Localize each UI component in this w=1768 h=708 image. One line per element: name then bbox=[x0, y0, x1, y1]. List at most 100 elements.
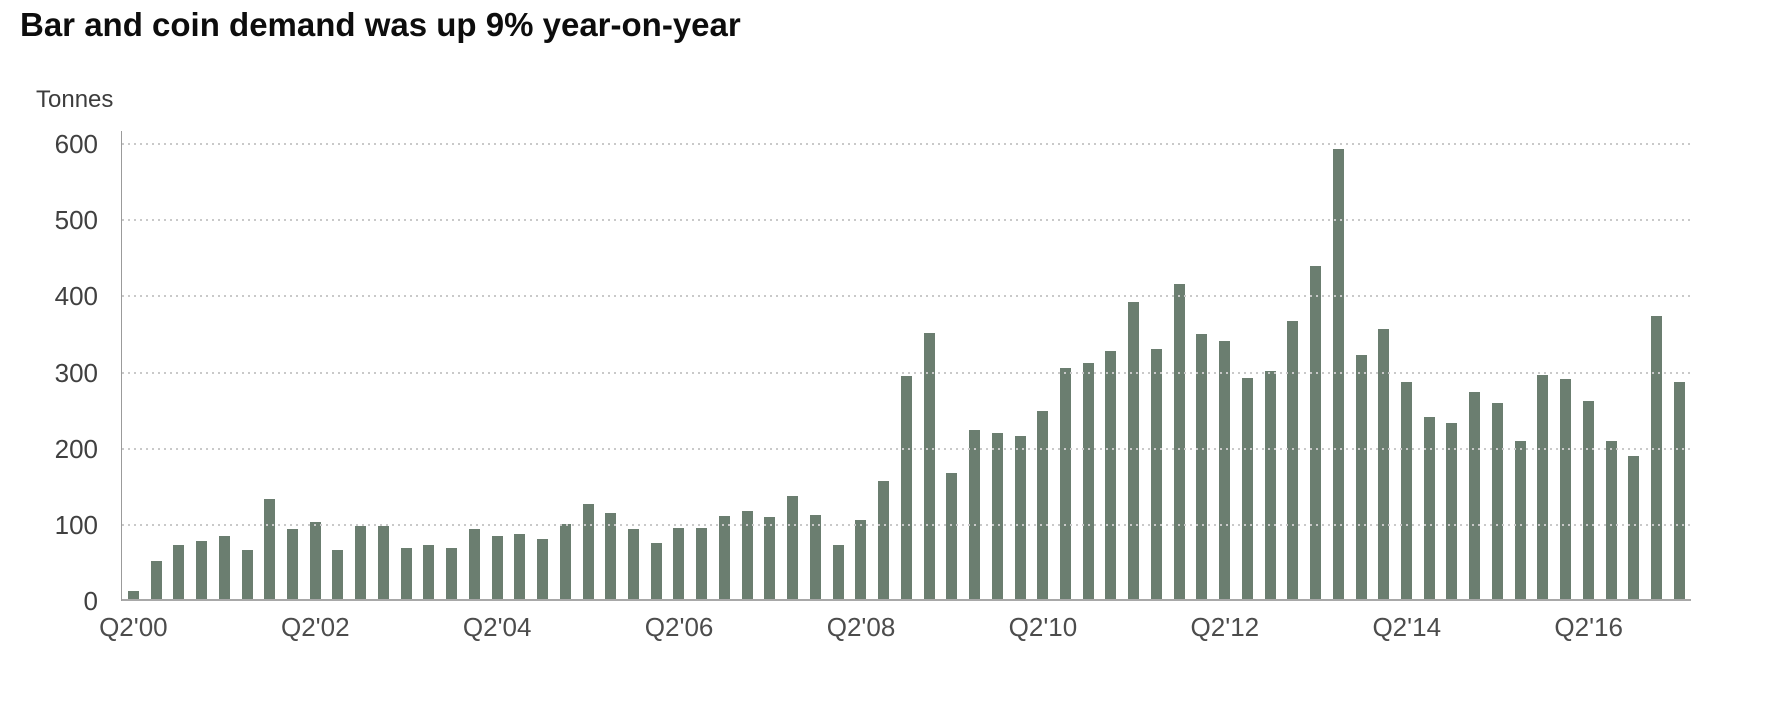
bar-slot-Q4'14 bbox=[1441, 144, 1464, 601]
gridline-500 bbox=[122, 219, 1691, 222]
bar-slot-Q1'17 bbox=[1645, 144, 1668, 601]
y-tick-label-0: 0 bbox=[83, 586, 98, 616]
bar-Q4'05 bbox=[628, 529, 640, 601]
bar-slot-Q2'14 bbox=[1395, 144, 1418, 601]
x-tick-label-Q2'04: Q2'04 bbox=[462, 612, 532, 642]
bar-Q2'02 bbox=[309, 521, 321, 601]
bar-slot-Q1'15 bbox=[1463, 144, 1486, 601]
bar-slot-Q4'00 bbox=[167, 144, 190, 601]
bar-Q1'05 bbox=[559, 524, 571, 601]
bar-Q3'13 bbox=[1332, 149, 1344, 601]
gridline-400 bbox=[122, 295, 1691, 298]
bar-slot-Q3'12 bbox=[1236, 144, 1259, 601]
bar-Q1'02 bbox=[287, 528, 298, 601]
bar-Q2'10 bbox=[1037, 410, 1049, 601]
bar-slot-Q3'06 bbox=[690, 144, 713, 601]
bar-Q2'09 bbox=[946, 473, 958, 601]
bar-slot-Q2'02 bbox=[304, 144, 327, 601]
bar-slot-Q1'11 bbox=[1100, 144, 1123, 601]
bar-Q4'00 bbox=[173, 544, 185, 601]
bar-Q2'04 bbox=[491, 536, 503, 601]
bar-slot-Q1'01 bbox=[190, 144, 213, 601]
bar-Q2'12 bbox=[1219, 340, 1231, 601]
bar-slot-Q2'12 bbox=[1213, 144, 1236, 601]
bar-slot-Q4'03 bbox=[440, 144, 463, 601]
bar-slot-Q1'13 bbox=[1281, 144, 1304, 601]
bar-Q2'00 bbox=[127, 591, 139, 601]
bar-slot-Q4'07 bbox=[804, 144, 827, 601]
bar-Q1'15 bbox=[1469, 391, 1481, 601]
y-tick-label-500: 500 bbox=[54, 205, 98, 236]
gridline-600 bbox=[122, 143, 1691, 145]
bar-Q1'09 bbox=[923, 332, 935, 601]
y-axis-unit-label: Tonnes bbox=[36, 86, 114, 113]
y-tick-label-600: 600 bbox=[54, 129, 98, 159]
x-tick-label-Q2'00: Q2'00 bbox=[99, 612, 168, 642]
bar-Q4'01 bbox=[264, 498, 276, 601]
bar-Q3'06 bbox=[696, 527, 708, 601]
bar-slot-Q1'08 bbox=[827, 144, 850, 601]
bar-Q3'12 bbox=[1241, 377, 1253, 601]
gridline-300 bbox=[122, 371, 1691, 374]
bar-Q2'15 bbox=[1491, 402, 1503, 601]
bar-slot-Q3'15 bbox=[1509, 144, 1532, 601]
bar-Q4'02 bbox=[355, 525, 367, 601]
bar-slot-Q4'04 bbox=[531, 144, 554, 601]
bar-slot-Q4'12 bbox=[1259, 144, 1282, 601]
x-tick-label-Q2'14: Q2'14 bbox=[1372, 612, 1442, 642]
bar-Q1'17 bbox=[1651, 316, 1663, 601]
x-tick-label-Q2'10: Q2'10 bbox=[1008, 612, 1078, 642]
bar-slot-Q2'00 bbox=[122, 144, 145, 601]
y-axis-line bbox=[121, 131, 122, 601]
bar-slot-Q2'01 bbox=[213, 144, 236, 601]
bar-slot-Q3'05 bbox=[599, 144, 622, 601]
bar-slot-Q3'00 bbox=[145, 144, 168, 601]
bar-slot-Q3'16 bbox=[1600, 144, 1623, 601]
bar-Q1'16 bbox=[1560, 379, 1572, 601]
bar-Q2'14 bbox=[1400, 381, 1412, 601]
bar-slot-Q2'04 bbox=[486, 144, 509, 601]
bar-slot-Q4'16 bbox=[1622, 144, 1645, 601]
bar-Q4'15 bbox=[1537, 374, 1549, 601]
bar-slot-Q4'10 bbox=[1077, 144, 1100, 601]
bar-Q3'07 bbox=[787, 495, 799, 601]
bar-slot-Q2'06 bbox=[668, 144, 691, 601]
bar-slot-Q4'13 bbox=[1350, 144, 1373, 601]
bar-Q1'04 bbox=[468, 529, 480, 601]
bar-slot-Q2'11 bbox=[1122, 144, 1145, 601]
bar-slot-Q2'13 bbox=[1304, 144, 1327, 601]
bar-Q2'11 bbox=[1128, 302, 1140, 601]
bar-slot-Q3'02 bbox=[327, 144, 350, 601]
bar-slot-Q1'03 bbox=[372, 144, 395, 601]
bar-Q4'12 bbox=[1264, 370, 1276, 601]
bar-slot-Q1'14 bbox=[1372, 144, 1395, 601]
bar-Q4'10 bbox=[1082, 363, 1094, 601]
bar-Q3'16 bbox=[1605, 441, 1617, 601]
bar-Q1'11 bbox=[1105, 351, 1117, 601]
x-tick-label-Q2'06: Q2'06 bbox=[644, 612, 714, 642]
bar-Q2'16 bbox=[1582, 400, 1594, 601]
bar-Q2'08 bbox=[855, 520, 867, 601]
gridline-200 bbox=[122, 447, 1691, 450]
bar-Q1'14 bbox=[1378, 329, 1390, 601]
bar-slot-Q1'06 bbox=[645, 144, 668, 601]
gridline-100 bbox=[122, 523, 1691, 526]
bar-slot-Q1'10 bbox=[1009, 144, 1032, 601]
y-tick-label-100: 100 bbox=[54, 509, 98, 540]
bar-Q2'03 bbox=[400, 548, 412, 601]
bar-Q2'01 bbox=[218, 535, 230, 601]
bar-Q3'02 bbox=[332, 549, 344, 601]
bar-Q2'07 bbox=[764, 517, 776, 601]
bar-slot-Q3'13 bbox=[1327, 144, 1350, 601]
bar-slot-Q3'10 bbox=[1054, 144, 1077, 601]
bar-Q4'14 bbox=[1446, 422, 1458, 601]
plot-area bbox=[122, 143, 1691, 601]
bar-Q3'04 bbox=[514, 533, 526, 601]
bar-slot-Q3'01 bbox=[236, 144, 259, 601]
bar-Q4'06 bbox=[718, 515, 730, 601]
bar-slot-Q3'04 bbox=[508, 144, 531, 601]
bar-slot-Q2'03 bbox=[395, 144, 418, 601]
y-tick-label-300: 300 bbox=[54, 357, 98, 388]
chart-title: Bar and coin demand was up 9% year-on-ye… bbox=[20, 6, 741, 43]
